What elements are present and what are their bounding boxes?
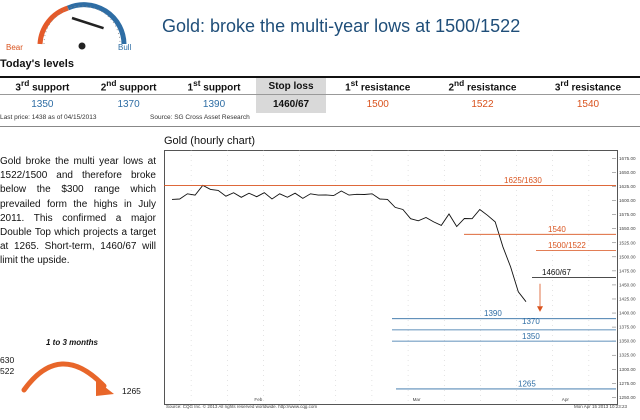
y-tick-label: 1675.00 [619,156,636,161]
y-tick-label: 1300.00 [619,367,636,372]
y-tick-label: 1650.00 [619,170,636,175]
level-label: 1540 [548,225,566,234]
value-3rd-support: 1350 [31,98,54,110]
col-1st-support: 1st support [172,78,256,95]
divider [0,76,640,78]
value-1st-resistance: 1500 [366,98,389,110]
projection-arrow-icon [21,361,114,396]
value-stop-loss: 1460/67 [255,94,327,113]
gauge-ticks [43,5,121,45]
y-tick-label: 1275.00 [619,381,636,386]
level-label: 1390 [484,309,502,318]
page-title: Gold: broke the multi-year lows at 1500/… [162,16,521,36]
level-label: 1460/67 [542,268,571,277]
level-label: 1625/1630 [504,176,542,185]
chart-title: Gold (hourly chart) [164,135,256,147]
chart-footer-date: Mon Apr 15 2013 10:23:23 [574,404,628,409]
gauge-bear-arc [37,5,69,45]
y-tick-label: 1425.00 [619,296,636,301]
gold-hourly-chart: 1675.00 1650.00 1625.00 1600.00 1575.00 1550.… [164,150,636,403]
level-label: 1500/1522 [548,241,586,250]
level-label: 1370 [522,317,540,326]
gauge-bear-label: Bear [6,43,23,52]
col-2nd-support: 2nd support [84,78,173,95]
y-tick-label: 1600.00 [619,198,636,203]
y-tick-label: 1250.00 [619,395,636,400]
y-tick-label: 1550.00 [619,226,636,231]
y-tick-label: 1500.00 [619,254,636,259]
y-tick-label: 1450.00 [619,282,636,287]
chart-frame [164,150,618,405]
target-end: 1265 [122,386,141,396]
chart-footer-source: Source: CQG Inc. © 2013 All rights reser… [166,404,318,409]
y-tick-label: 1375.00 [619,325,636,330]
value-2nd-resistance: 1522 [471,98,494,110]
commentary-text: Gold broke the multi year lows at 1522/1… [0,156,156,267]
x-tick-label: Feb [254,397,262,402]
col-3rd-support: 3rd support [0,78,85,95]
col-stop-loss: Stop loss [255,78,327,95]
y-tick-label: 1525.00 [619,240,636,245]
projection-arrow-head [537,306,543,312]
level-label: 1350 [522,332,540,341]
source-note: Source: SG Cross Asset Research [150,114,250,121]
y-tick-label: 1575.00 [619,212,636,217]
last-price-note: Last price: 1438 as of 04/15/2013 [0,114,97,121]
value-1st-support: 1390 [202,98,226,110]
horizon-label: 1 to 3 months [46,338,99,347]
y-tick-label: 1625.00 [619,184,636,189]
col-3rd-resistance: 3rd resistance [535,78,640,95]
divider [0,126,640,127]
value-3rd-resistance: 1540 [576,98,600,110]
gauge-bull-label: Bull [118,43,132,52]
levels-table: 3rd support 2nd support 1st support Stop… [0,78,640,113]
levels-value-row: 1350 1370 1390 1460/67 1500 1522 1540 [0,94,640,113]
col-2nd-resistance: 2nd resistance [428,78,536,95]
y-tick-label: 1475.00 [619,268,636,273]
y-tick-label: 1400.00 [619,311,636,316]
level-label: 1265 [518,379,536,388]
target-start-low: 522 [0,366,15,376]
levels-header-row: 3rd support 2nd support 1st support Stop… [0,78,640,95]
gauge-hub [78,42,86,50]
col-1st-resistance: 1st resistance [326,78,429,95]
sentiment-gauge: Bear Bull [6,2,132,52]
gauge-bull-arc [67,2,127,45]
target-start-high: 630 [0,355,15,365]
x-tick-label: Mar [413,397,421,402]
price-series-line [171,184,527,302]
gauge-needle [71,16,104,30]
value-2nd-support: 1370 [117,98,140,110]
y-tick-label: 1325.00 [619,353,636,358]
x-tick-label: Apr [562,397,570,402]
y-tick-label: 1350.00 [619,339,636,344]
section-title: Today's levels [0,58,74,70]
